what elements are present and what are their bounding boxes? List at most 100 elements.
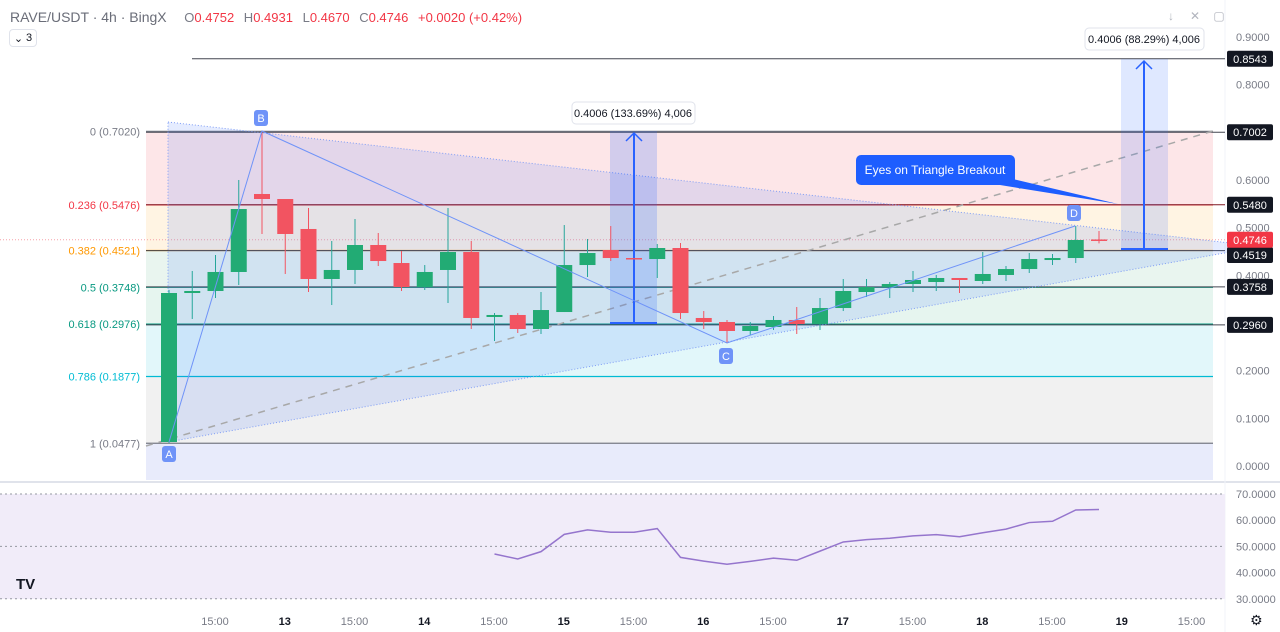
- candle[interactable]: [998, 266, 1014, 281]
- candle[interactable]: [881, 281, 898, 299]
- candle[interactable]: [579, 238, 596, 277]
- rsi-axis[interactable]: 70.0000 60.0000 50.0000 40.0000 30.0000: [1236, 489, 1276, 606]
- price-tick-label: 0.1000: [1236, 413, 1270, 425]
- current-price-badge: [1227, 231, 1273, 248]
- measure-tool-1[interactable]: 0.4006 (133.69%) 4,006: [571, 101, 696, 324]
- arrow-down-icon[interactable]: ↓: [1168, 9, 1174, 23]
- candle[interactable]: [812, 298, 828, 330]
- indicators-toggle-button[interactable]: ⌄ 3: [9, 29, 37, 47]
- fib-level-label: 0.618 (0.2976): [68, 319, 140, 331]
- symbol-legend[interactable]: RAVE/USDT · 4h · BingX O0.4752 H0.4931 L…: [10, 9, 522, 25]
- dashed-trendline[interactable]: [145, 130, 1214, 447]
- price-badge-label: 0.3758: [1233, 282, 1267, 294]
- time-tick-label: 15:00: [759, 616, 787, 628]
- price-axis[interactable]: 0.90000.80000.60000.50000.40000.20000.10…: [1227, 32, 1273, 473]
- candle[interactable]: [533, 292, 549, 335]
- price-badge-label: 0.5480: [1233, 200, 1267, 212]
- candle-body: [1021, 259, 1038, 270]
- settings-icon[interactable]: ⚙: [1250, 612, 1263, 628]
- candle[interactable]: [207, 255, 224, 299]
- candle-body: [974, 273, 991, 281]
- open-label: O: [184, 10, 195, 25]
- candle-body: [858, 286, 875, 293]
- candle-body: [393, 263, 410, 287]
- candle-body: [300, 228, 317, 279]
- candle-body: [1091, 239, 1107, 241]
- candle[interactable]: [1091, 230, 1107, 244]
- price-tick-label: 0.2000: [1236, 366, 1270, 378]
- candle-body: [416, 271, 433, 287]
- candle[interactable]: [695, 311, 712, 329]
- candle[interactable]: [393, 251, 410, 292]
- price-badge: [1227, 247, 1273, 263]
- abcd-pattern[interactable]: [168, 130, 1076, 443]
- fib-level-label: 0.236 (0.5476): [68, 200, 140, 212]
- maximize-icon[interactable]: ▢: [1213, 9, 1225, 23]
- candle[interactable]: [788, 307, 805, 335]
- time-tick-label: 15:00: [201, 616, 229, 628]
- candle-body: [1044, 258, 1061, 261]
- collapse-icon[interactable]: ✕: [1189, 9, 1201, 23]
- candle-body: [347, 245, 363, 270]
- price-tick-label: 0.5000: [1236, 223, 1270, 235]
- candle[interactable]: [1021, 253, 1038, 273]
- candle-body: [509, 314, 526, 329]
- candle[interactable]: [254, 131, 270, 234]
- rsi-tick-label: 50.0000: [1236, 541, 1276, 553]
- point-a[interactable]: A: [162, 446, 176, 462]
- tradingview-logo[interactable]: TV: [16, 576, 36, 593]
- fib-band: [146, 204, 1213, 251]
- point-c[interactable]: C: [719, 348, 733, 364]
- time-tick-label: 15:00: [1178, 616, 1206, 628]
- measure-tool-2[interactable]: 0.4006 (88.29%) 4,006: [1084, 27, 1205, 250]
- candle-body: [602, 250, 619, 259]
- candle[interactable]: [928, 274, 945, 292]
- fib-band: [146, 376, 1213, 444]
- candle-body: [323, 269, 340, 279]
- candle-body: [835, 291, 852, 309]
- candle[interactable]: [230, 179, 247, 285]
- candle[interactable]: [1067, 226, 1084, 264]
- price-tick-label: 0.8000: [1236, 80, 1270, 92]
- candle[interactable]: [672, 242, 689, 319]
- candle[interactable]: [742, 321, 759, 336]
- point-d[interactable]: D: [1067, 205, 1081, 221]
- symbol-title[interactable]: RAVE/USDT · 4h · BingX: [10, 9, 167, 25]
- horizontal-lines[interactable]: [146, 58, 1225, 326]
- rsi-line[interactable]: [494, 508, 1100, 565]
- candle[interactable]: [905, 270, 921, 293]
- candle[interactable]: [602, 226, 619, 262]
- time-axis[interactable]: 15:00 13 15:00 14 15:00 15 15:00 16 15:00 17 15:00…: [201, 616, 1205, 628]
- candle[interactable]: [347, 219, 363, 284]
- price-tick-label: 0.6000: [1236, 175, 1270, 187]
- candle[interactable]: [323, 240, 340, 306]
- candle[interactable]: [184, 270, 201, 319]
- candle-body: [719, 321, 735, 331]
- candle-body: [486, 314, 503, 317]
- rsi-levels: [0, 493, 1225, 600]
- candle[interactable]: [486, 313, 503, 342]
- candle[interactable]: [1044, 254, 1061, 266]
- candle-body: [881, 283, 898, 287]
- candle[interactable]: [858, 278, 875, 298]
- low-label: L: [302, 10, 310, 25]
- callout-annotation[interactable]: Eyes on Triangle Breakout: [856, 155, 1118, 204]
- candle[interactable]: [951, 277, 968, 294]
- candle[interactable]: [277, 199, 294, 274]
- indicator-count: 3: [26, 32, 33, 44]
- candle[interactable]: [835, 278, 852, 312]
- candle[interactable]: [370, 232, 387, 267]
- candle[interactable]: [440, 208, 456, 304]
- time-tick-label: 16: [697, 616, 709, 628]
- candlestick-series[interactable]: [161, 131, 1107, 444]
- candle[interactable]: [416, 265, 433, 291]
- candle[interactable]: [300, 208, 317, 293]
- candle[interactable]: [626, 258, 642, 260]
- candle[interactable]: [161, 290, 177, 444]
- candle[interactable]: [463, 240, 480, 329]
- point-b[interactable]: B: [254, 110, 268, 126]
- candle[interactable]: [719, 319, 735, 344]
- candle[interactable]: [649, 244, 666, 278]
- candle[interactable]: [509, 313, 526, 334]
